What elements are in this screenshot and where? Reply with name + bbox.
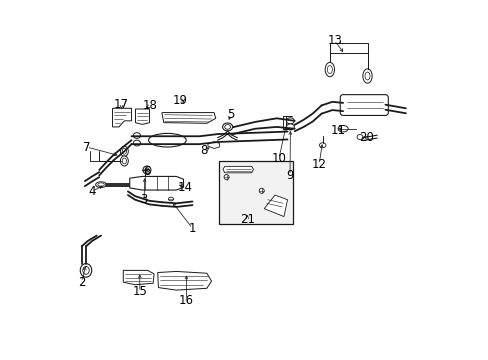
- Text: 1: 1: [188, 222, 196, 235]
- Ellipse shape: [98, 183, 104, 186]
- Text: 5: 5: [227, 108, 234, 121]
- Text: 2: 2: [78, 276, 85, 289]
- Text: 19: 19: [173, 94, 188, 107]
- Ellipse shape: [362, 69, 371, 83]
- Ellipse shape: [286, 124, 294, 130]
- Polygon shape: [123, 270, 154, 285]
- Polygon shape: [158, 271, 211, 290]
- Ellipse shape: [222, 123, 232, 131]
- Ellipse shape: [356, 134, 362, 139]
- Ellipse shape: [133, 133, 140, 138]
- Polygon shape: [129, 176, 183, 190]
- Ellipse shape: [80, 264, 92, 277]
- Ellipse shape: [168, 197, 173, 201]
- Polygon shape: [264, 195, 287, 217]
- Text: 12: 12: [311, 158, 326, 171]
- Text: 18: 18: [142, 99, 157, 112]
- Ellipse shape: [133, 140, 140, 146]
- Ellipse shape: [364, 72, 369, 80]
- Ellipse shape: [122, 148, 126, 154]
- Text: 11: 11: [330, 124, 345, 137]
- Ellipse shape: [82, 266, 89, 274]
- Ellipse shape: [224, 175, 228, 180]
- Ellipse shape: [286, 118, 294, 124]
- Text: 14: 14: [178, 181, 192, 194]
- Text: 21: 21: [240, 213, 254, 226]
- Ellipse shape: [122, 158, 126, 164]
- Ellipse shape: [142, 166, 151, 174]
- Text: 10: 10: [271, 152, 286, 165]
- Bar: [218, 161, 293, 224]
- Ellipse shape: [224, 125, 230, 129]
- Ellipse shape: [120, 146, 128, 156]
- Polygon shape: [112, 108, 131, 127]
- Text: 15: 15: [132, 285, 147, 298]
- Ellipse shape: [148, 134, 186, 147]
- Ellipse shape: [120, 156, 128, 166]
- Text: 3: 3: [140, 193, 147, 206]
- Polygon shape: [207, 141, 219, 148]
- Ellipse shape: [326, 66, 332, 73]
- Ellipse shape: [259, 188, 264, 193]
- Text: 9: 9: [285, 169, 293, 182]
- Ellipse shape: [144, 168, 149, 172]
- FancyBboxPatch shape: [340, 95, 387, 116]
- Text: 17: 17: [114, 98, 129, 111]
- Polygon shape: [135, 109, 149, 125]
- Ellipse shape: [325, 62, 334, 77]
- Text: 8: 8: [200, 144, 207, 157]
- Text: 6: 6: [143, 165, 150, 178]
- Text: 16: 16: [179, 294, 194, 307]
- Ellipse shape: [337, 126, 347, 132]
- Ellipse shape: [96, 182, 106, 188]
- Polygon shape: [223, 166, 253, 173]
- Text: 20: 20: [358, 131, 373, 144]
- Text: 13: 13: [327, 34, 342, 48]
- Polygon shape: [162, 113, 215, 123]
- Text: 7: 7: [83, 140, 90, 153]
- Ellipse shape: [319, 143, 325, 148]
- Text: 4: 4: [88, 185, 96, 198]
